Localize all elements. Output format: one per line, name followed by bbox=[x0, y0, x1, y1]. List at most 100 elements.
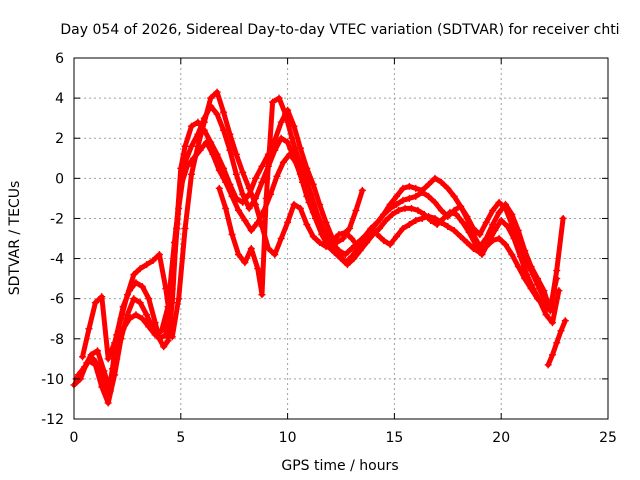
data-point-marker bbox=[226, 130, 234, 138]
data-point-marker bbox=[145, 295, 153, 303]
data-point-marker bbox=[123, 311, 131, 319]
data-point-marker bbox=[247, 226, 255, 234]
data-point-marker bbox=[226, 146, 234, 154]
data-point-marker bbox=[220, 164, 228, 172]
data-point-marker bbox=[510, 235, 518, 242]
data-point-marker bbox=[527, 285, 535, 293]
data-point-marker bbox=[348, 235, 356, 242]
data-point-marker bbox=[239, 190, 247, 198]
data-point-marker bbox=[501, 241, 509, 249]
x-tick-label: 5 bbox=[176, 430, 185, 446]
series-band bbox=[75, 139, 562, 394]
data-point-marker bbox=[194, 142, 202, 150]
data-point-marker bbox=[296, 144, 304, 152]
data-point-marker bbox=[553, 339, 561, 347]
series-track-1 bbox=[70, 106, 567, 399]
data-point-marker bbox=[181, 224, 189, 232]
data-point-marker bbox=[104, 355, 112, 363]
data-point-marker bbox=[463, 212, 471, 220]
data-point-marker bbox=[508, 251, 516, 259]
data-point-marker bbox=[437, 218, 445, 226]
data-point-marker bbox=[136, 299, 144, 307]
x-tick-label: 15 bbox=[385, 430, 403, 446]
data-point-marker bbox=[170, 239, 178, 247]
data-point-marker bbox=[331, 249, 339, 257]
data-point-marker bbox=[356, 247, 364, 255]
data-point-marker bbox=[463, 239, 471, 247]
data-point-marker bbox=[232, 150, 240, 158]
data-point-marker bbox=[117, 315, 125, 323]
data-point-marker bbox=[228, 230, 236, 238]
data-point-marker bbox=[489, 220, 497, 228]
data-point-marker bbox=[241, 259, 249, 267]
y-tick-label: -10 bbox=[41, 372, 64, 388]
data-point-marker bbox=[183, 162, 191, 170]
data-point-marker bbox=[412, 216, 420, 224]
data-point-marker bbox=[143, 261, 151, 269]
data-point-marker bbox=[431, 174, 439, 182]
data-point-marker bbox=[326, 235, 334, 242]
data-point-marker bbox=[350, 255, 358, 263]
data-point-marker bbox=[271, 146, 279, 154]
data-point-marker bbox=[281, 110, 289, 118]
data-point-marker bbox=[252, 174, 260, 182]
x-tick-label: 25 bbox=[599, 430, 617, 446]
data-point-marker bbox=[168, 333, 176, 341]
data-point-marker bbox=[437, 178, 445, 186]
data-point-marker bbox=[87, 351, 95, 359]
data-point-marker bbox=[254, 265, 262, 273]
data-point-marker bbox=[239, 168, 247, 176]
data-point-marker bbox=[373, 230, 381, 238]
x-tick-label: 0 bbox=[70, 430, 79, 446]
data-point-marker bbox=[322, 243, 330, 251]
x-tick-label: 10 bbox=[279, 430, 297, 446]
data-point-marker bbox=[222, 204, 230, 212]
data-point-marker bbox=[418, 188, 426, 196]
y-tick-label: 0 bbox=[55, 171, 64, 187]
series-layer bbox=[70, 88, 569, 407]
data-point-marker bbox=[373, 218, 381, 226]
data-point-marker bbox=[337, 255, 345, 263]
data-point-marker bbox=[245, 184, 253, 192]
data-point-marker bbox=[457, 232, 465, 240]
data-point-marker bbox=[100, 367, 108, 375]
data-point-marker bbox=[158, 327, 166, 335]
data-point-marker bbox=[333, 239, 341, 247]
data-point-marker bbox=[444, 222, 452, 230]
data-point-marker bbox=[358, 186, 366, 194]
data-point-marker bbox=[307, 190, 315, 198]
data-point-marker bbox=[339, 235, 347, 242]
data-point-marker bbox=[245, 204, 253, 212]
data-point-marker bbox=[553, 267, 561, 275]
data-point-marker bbox=[450, 192, 458, 200]
data-point-marker bbox=[544, 361, 552, 369]
data-point-marker bbox=[269, 98, 277, 106]
data-point-marker bbox=[79, 353, 87, 361]
data-point-marker bbox=[495, 198, 503, 206]
data-point-marker bbox=[521, 275, 529, 283]
data-point-marker bbox=[401, 204, 409, 212]
data-point-marker bbox=[382, 216, 390, 224]
data-point-marker bbox=[177, 182, 185, 190]
data-point-marker bbox=[489, 206, 497, 214]
data-point-marker bbox=[130, 295, 138, 303]
data-point-marker bbox=[457, 202, 465, 210]
data-point-marker bbox=[98, 383, 106, 391]
data-point-marker bbox=[164, 337, 172, 345]
data-point-marker bbox=[271, 251, 279, 259]
data-point-marker bbox=[534, 295, 542, 303]
data-point-marker bbox=[162, 285, 170, 293]
data-point-marker bbox=[81, 363, 89, 371]
data-point-marker bbox=[160, 343, 168, 351]
data-point-marker bbox=[465, 228, 473, 236]
data-point-marker bbox=[309, 180, 317, 188]
data-point-marker bbox=[232, 170, 240, 178]
ticks: 0 5 10 15 20 25 -12 -10 -8 -6 -4 -2 0 2 4 6 bbox=[41, 51, 617, 446]
data-point-marker bbox=[258, 178, 266, 186]
data-point-marker bbox=[425, 212, 433, 220]
y-tick-label: 2 bbox=[55, 131, 64, 147]
data-point-marker bbox=[138, 315, 146, 323]
y-tick-label: 6 bbox=[55, 51, 64, 67]
data-point-marker bbox=[111, 339, 119, 347]
